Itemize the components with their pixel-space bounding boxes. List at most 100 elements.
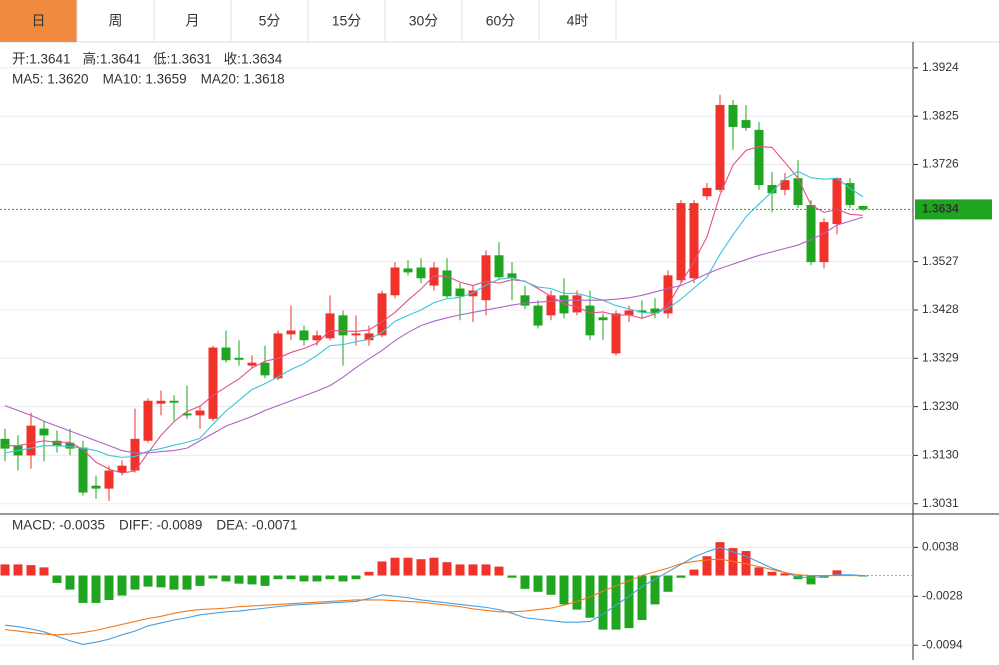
- candle-body: [806, 205, 816, 263]
- indicator-line: [4, 558, 863, 636]
- macd-bar: [39, 567, 49, 576]
- macd-bar: [546, 575, 556, 595]
- info-value: 1.3641: [29, 52, 70, 67]
- macd-bar: [572, 575, 582, 610]
- candle-body: [208, 347, 218, 419]
- candle-body: [130, 438, 140, 471]
- tab[interactable]: 日: [32, 13, 46, 29]
- macd-bar: [507, 575, 517, 578]
- macd-bar: [338, 575, 348, 582]
- candle-body: [507, 273, 517, 279]
- macd-bar: [520, 575, 530, 589]
- legend-item: DEA: -0.0071: [216, 518, 297, 533]
- macd-bar: [104, 575, 114, 600]
- tab-bar: [0, 0, 999, 42]
- macd-bar: [637, 575, 647, 620]
- macd-bar: [780, 573, 790, 576]
- tab[interactable]: 15分: [332, 13, 362, 29]
- macd-bar: [78, 575, 88, 603]
- y-tick-label: 1.3230: [922, 399, 959, 413]
- indicator-line: [4, 546, 864, 645]
- macd-bar: [260, 575, 270, 586]
- candle-body: [312, 335, 322, 341]
- macd-bar: [13, 564, 23, 576]
- active-tab-bg: [0, 0, 77, 42]
- candle-body: [260, 362, 270, 376]
- candle-body: [416, 267, 426, 279]
- macd-bar: [442, 562, 452, 576]
- tab[interactable]: 月: [186, 13, 200, 29]
- y-tick-label: 1.3130: [922, 448, 959, 462]
- info-label: 收:: [224, 52, 241, 67]
- candle-body: [767, 185, 777, 194]
- legend-item: MA10: 1.3659: [103, 72, 187, 87]
- macd-bar: [559, 575, 569, 605]
- candle-body: [572, 295, 582, 313]
- macd-bar: [663, 575, 673, 592]
- candle-body: [442, 270, 452, 297]
- candle-body: [390, 267, 400, 296]
- candle-body: [182, 413, 192, 416]
- candle-body: [325, 313, 335, 339]
- candle-body: [91, 485, 101, 489]
- candle-body: [494, 255, 504, 278]
- macd-bar: [832, 570, 842, 576]
- candle-body: [104, 470, 114, 489]
- candle-body: [637, 310, 647, 313]
- candle-body: [65, 442, 75, 449]
- candle-body: [715, 104, 725, 190]
- macd-bar: [299, 575, 309, 582]
- macd-bar: [624, 575, 634, 629]
- tab[interactable]: 4时: [567, 13, 589, 29]
- candle-body: [234, 357, 244, 360]
- macd-bar: [52, 575, 62, 583]
- candle-body: [195, 410, 205, 416]
- candle-body: [338, 315, 348, 336]
- candle-body: [143, 400, 153, 441]
- macd-bar: [468, 564, 478, 576]
- candle-body: [585, 305, 595, 336]
- candle-body: [351, 333, 361, 336]
- macd-bar: [247, 575, 257, 585]
- y-tick-label: 0.0038: [922, 540, 959, 554]
- macd-bar: [676, 575, 686, 578]
- legend-item: MA20: 1.3618: [201, 72, 285, 87]
- y-tick-label: 1.3924: [922, 60, 959, 74]
- macd-bar: [195, 575, 205, 586]
- legend-item: MA5: 1.3620: [12, 72, 89, 87]
- candle-body: [546, 295, 556, 316]
- macd-bar: [598, 575, 608, 630]
- candle-body: [559, 295, 569, 314]
- candle-body: [676, 203, 686, 281]
- candle-body: [78, 447, 88, 493]
- macd-bar: [208, 575, 218, 579]
- macd-bar: [312, 575, 322, 582]
- candle-body: [728, 104, 738, 127]
- candle-body: [156, 400, 166, 404]
- tab[interactable]: 30分: [409, 13, 439, 29]
- macd-bar: [182, 575, 192, 590]
- candle-body: [650, 308, 660, 314]
- candle-body: [286, 330, 296, 335]
- candle-body: [39, 428, 49, 436]
- macd-bar: [806, 575, 816, 585]
- tab[interactable]: 60分: [486, 13, 516, 29]
- info-label: 低:: [153, 52, 170, 67]
- candle-body: [819, 222, 829, 263]
- candle-body: [780, 180, 790, 190]
- legend-item: MACD: -0.0035: [12, 518, 105, 533]
- legend-item: DIFF: -0.0089: [119, 518, 202, 533]
- candle-body: [754, 129, 764, 186]
- macd-bar: [91, 575, 101, 603]
- candle-body: [299, 330, 309, 341]
- tab[interactable]: 周: [109, 13, 123, 29]
- info-value: 1.3631: [170, 52, 211, 67]
- candle-body: [832, 178, 842, 225]
- macd-bar: [0, 564, 10, 576]
- candle-body: [663, 275, 673, 314]
- y-tick-label: -0.0028: [922, 588, 963, 602]
- macd-bar: [130, 575, 140, 590]
- tab[interactable]: 5分: [259, 13, 281, 29]
- macd-bar: [429, 557, 439, 576]
- macd-bar: [377, 561, 387, 576]
